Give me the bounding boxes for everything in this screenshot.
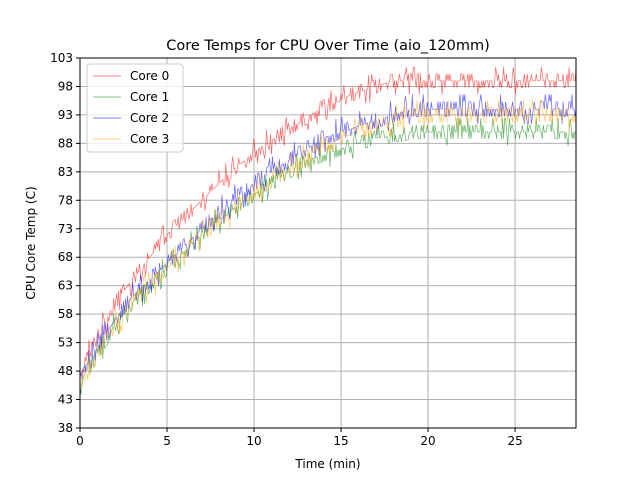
y-tick-label: 53 (58, 336, 73, 350)
x-axis-title: Time (min) (294, 457, 360, 471)
series-line-core-3 (79, 99, 577, 387)
legend-label-core-1: Core 1 (130, 90, 169, 104)
y-tick-label: 83 (58, 165, 73, 179)
y-tick-label: 58 (58, 307, 73, 321)
y-tick-label: 43 (58, 393, 73, 407)
plot-frame (79, 57, 577, 429)
series-line-core-2 (79, 94, 577, 379)
y-tick-label: 78 (58, 193, 73, 207)
y-tick-label: 48 (58, 364, 73, 378)
y-tick-label: 38 (58, 421, 73, 435)
x-tick-label: 20 (420, 434, 435, 448)
legend-label-core-3: Core 3 (130, 132, 169, 146)
x-tick-label: 10 (246, 434, 261, 448)
x-axis: 0 5 10 15 20 25 (76, 428, 523, 448)
series-line-core-0 (79, 66, 577, 377)
series-layer (79, 66, 577, 395)
y-tick-label: 63 (58, 279, 73, 293)
y-tick-label: 88 (58, 136, 73, 150)
legend-label-core-0: Core 0 (130, 69, 169, 83)
y-tick-label: 68 (58, 250, 73, 264)
x-tick-label: 5 (163, 434, 171, 448)
y-tick-label: 103 (50, 51, 73, 65)
y-axis-title: CPU Core Temp (C) (24, 186, 38, 299)
y-tick-label: 73 (58, 222, 73, 236)
chart-title: Core Temps for CPU Over Time (aio_120mm) (166, 38, 489, 54)
legend: Core 0 Core 1 Core 2 Core 3 (86, 63, 184, 153)
y-tick-label: 98 (58, 79, 73, 93)
y-axis: 38 43 48 53 58 63 68 73 78 83 88 93 98 103 (50, 51, 80, 435)
x-tick-label: 0 (76, 434, 84, 448)
x-tick-label: 25 (507, 434, 522, 448)
series-line-core-1 (79, 117, 576, 395)
legend-label-core-2: Core 2 (130, 111, 169, 125)
x-tick-label: 15 (333, 434, 348, 448)
legend-box (86, 63, 184, 153)
y-tick-label: 93 (58, 108, 73, 122)
